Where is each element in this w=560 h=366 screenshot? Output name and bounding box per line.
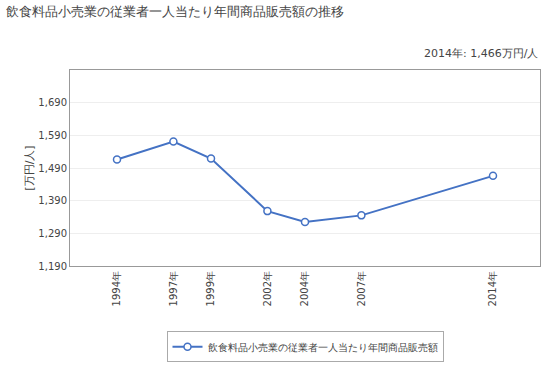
svg-text:1997年: 1997年 — [168, 271, 179, 306]
svg-text:2002年: 2002年 — [262, 271, 273, 306]
svg-text:[万円/人]: [万円/人] — [23, 145, 36, 190]
svg-text:1999年: 1999年 — [205, 271, 216, 306]
svg-text:2014年: 2014年 — [487, 271, 498, 306]
svg-text:1,290: 1,290 — [38, 228, 67, 239]
svg-text:1,390: 1,390 — [38, 195, 67, 206]
svg-text:2007年: 2007年 — [356, 271, 367, 306]
svg-text:1,190: 1,190 — [38, 261, 67, 272]
svg-text:2004年: 2004年 — [299, 271, 310, 306]
svg-text:1994年: 1994年 — [111, 271, 122, 306]
svg-text:飲食料品小売業の従業者一人当たり年間商品販売額: 飲食料品小売業の従業者一人当たり年間商品販売額 — [208, 342, 438, 353]
svg-text:飲食料品小売業の従業者一人当たり年間商品販売額の推移: 飲食料品小売業の従業者一人当たり年間商品販売額の推移 — [6, 4, 344, 19]
svg-text:1,590: 1,590 — [38, 130, 67, 141]
svg-text:1,690: 1,690 — [38, 97, 67, 108]
svg-text:2014年: 1,466万円/人: 2014年: 1,466万円/人 — [424, 47, 538, 60]
svg-text:1,490: 1,490 — [38, 163, 67, 174]
